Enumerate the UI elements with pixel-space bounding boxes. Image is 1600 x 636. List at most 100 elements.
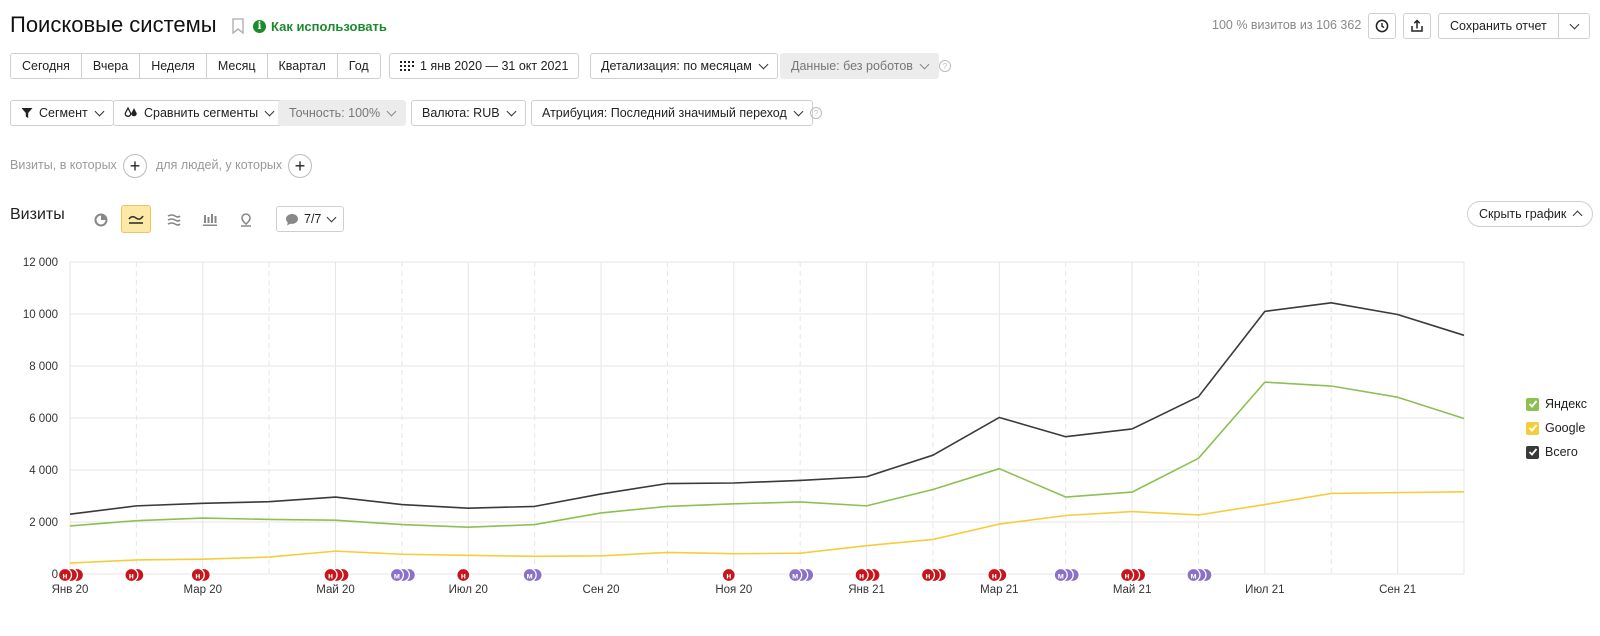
- chevron-down-icon: [264, 106, 275, 116]
- legend-label: Всего: [1545, 445, 1578, 459]
- how-to-use-label: Как использовать: [271, 19, 387, 34]
- annotation-marker-label: м: [1058, 571, 1064, 581]
- compare-segments-button[interactable]: Сравнить сегменты: [113, 100, 285, 126]
- annotation-marker: [323, 567, 338, 583]
- annotation-marker-label: н: [859, 571, 864, 581]
- save-report-group: Сохранить отчет: [1438, 13, 1590, 39]
- chevron-down-icon: [1569, 19, 1580, 29]
- date-range-button[interactable]: 1 янв 2020 — 31 окт 2021: [389, 53, 580, 79]
- calendar-icon: [400, 61, 414, 71]
- add-people-condition-button[interactable]: +: [288, 154, 312, 178]
- legend-label: Google: [1545, 421, 1586, 435]
- legend-item[interactable]: Всего: [1526, 445, 1578, 459]
- annotation-marker-label: н: [992, 571, 997, 581]
- annotation-marker: [788, 567, 803, 583]
- visits-condition-label: Визиты, в которых: [10, 158, 117, 172]
- annotation-marker: [854, 567, 869, 583]
- save-report-button[interactable]: Сохранить отчет: [1439, 14, 1559, 38]
- annotation-marker-label: н: [461, 571, 466, 581]
- annotations-dropdown[interactable]: 7/7: [276, 206, 345, 232]
- annotation-marker-label: н: [726, 571, 731, 581]
- segment-button[interactable]: Сегмент: [10, 100, 114, 126]
- checkbox-icon[interactable]: [1526, 445, 1539, 459]
- accuracy-dropdown[interactable]: Точность: 100%: [278, 100, 407, 126]
- x-tick-label: Янв 20: [52, 584, 89, 596]
- data-filter-dropdown[interactable]: Данные: без роботов: [780, 53, 939, 79]
- bookmark-icon[interactable]: [232, 18, 244, 34]
- annotation-marker: [124, 567, 139, 583]
- annotation-marker: [721, 567, 736, 583]
- section-title: Визиты: [10, 206, 65, 223]
- map-view-button[interactable]: [231, 206, 261, 234]
- chevron-down-icon: [758, 59, 769, 69]
- people-condition-label: для людей, у которых: [156, 158, 283, 172]
- period-option[interactable]: Квартал: [268, 54, 338, 78]
- y-tick-label: 2 000: [29, 517, 58, 529]
- attribution-dropdown[interactable]: Атрибуция: Последний значимый переход: [531, 100, 813, 126]
- add-visit-condition-button[interactable]: +: [123, 154, 147, 178]
- x-tick-label: Май 20: [316, 584, 355, 596]
- export-button[interactable]: [1403, 13, 1431, 39]
- period-option[interactable]: Месяц: [207, 54, 268, 78]
- visits-line-chart: 12 000 10 000 8 000 6 000 4 000 2 000 0 Янв 20 М…: [23, 257, 1465, 596]
- page-title: Поисковые системы: [10, 12, 217, 37]
- map-pin-icon: [241, 213, 251, 227]
- checkbox-icon[interactable]: [1526, 421, 1539, 435]
- annotation-marker: [456, 567, 471, 583]
- period-option[interactable]: Год: [348, 59, 369, 73]
- plus-icon: +: [294, 156, 306, 176]
- x-tick-label: Май 21: [1113, 584, 1152, 596]
- bar-chart-icon: [203, 214, 217, 226]
- y-tick-label: 0: [52, 569, 58, 581]
- share-icon: [1411, 19, 1423, 32]
- data-filter-label: Данные: без роботов: [791, 59, 913, 73]
- annotation-marker: [1186, 567, 1201, 583]
- visits-share-text: 100 % визитов из 106 362: [1212, 18, 1362, 32]
- annotation-marker-label: н: [1125, 571, 1130, 581]
- segment-label: Сегмент: [39, 106, 88, 120]
- chevron-down-icon: [506, 106, 517, 116]
- annotation-marker-label: м: [394, 571, 400, 581]
- annotations-count: 7/7: [304, 212, 322, 226]
- period-selector: Сегодня Вчера Неделя Месяц Квартал Год: [10, 53, 381, 79]
- line-chart-view-button[interactable]: [121, 205, 151, 233]
- annotation-marker: [1119, 567, 1135, 583]
- pie-chart-view-button[interactable]: [86, 206, 116, 234]
- attribution-label: Атрибуция: Последний значимый переход: [542, 106, 787, 120]
- legend-label: Яндекс: [1545, 397, 1588, 411]
- annotation-marker: [987, 567, 1002, 583]
- compare-drops-icon: [124, 107, 137, 117]
- help-icon[interactable]: ?: [810, 107, 822, 119]
- history-button[interactable]: [1368, 13, 1396, 39]
- checkbox-icon[interactable]: [1526, 397, 1539, 411]
- x-tick-label: Мар 21: [980, 584, 1019, 596]
- how-to-use-link[interactable]: i Как использовать: [253, 19, 387, 34]
- y-tick-label: 6 000: [29, 413, 58, 425]
- legend-item[interactable]: Яндекс: [1526, 397, 1587, 411]
- area-chart-view-button[interactable]: [159, 206, 189, 234]
- currency-label: Валюта: RUB: [422, 106, 500, 120]
- save-report-menu-button[interactable]: [1559, 14, 1589, 38]
- annotation-marker-label: м: [527, 571, 533, 581]
- legend-item[interactable]: Google: [1526, 421, 1585, 435]
- detail-dropdown[interactable]: Детализация: по месяцам: [590, 53, 778, 79]
- stacked-area-icon: [167, 214, 181, 226]
- x-tick-label: Сен 21: [1379, 584, 1416, 596]
- y-tick-label: 10 000: [23, 309, 58, 321]
- hide-graph-button[interactable]: Скрыть график: [1467, 201, 1594, 227]
- help-icon[interactable]: ?: [939, 60, 951, 72]
- currency-dropdown[interactable]: Валюта: RUB: [411, 100, 526, 126]
- period-option[interactable]: Вчера: [82, 54, 141, 78]
- x-tick-label: Мар 20: [184, 584, 223, 596]
- period-option[interactable]: Неделя: [140, 54, 207, 78]
- y-tick-label: 12 000: [23, 257, 58, 269]
- chevron-down-icon: [793, 106, 804, 116]
- chevron-down-icon: [919, 59, 930, 69]
- period-option[interactable]: Сегодня: [11, 54, 82, 78]
- annotation-marker: [1053, 567, 1068, 583]
- x-tick-label: Янв 21: [848, 584, 885, 596]
- detail-label: Детализация: по месяцам: [601, 59, 752, 73]
- date-range-label: 1 янв 2020 — 31 окт 2021: [420, 59, 569, 73]
- bar-chart-view-button[interactable]: [195, 206, 225, 234]
- annotation-marker-label: н: [195, 571, 200, 581]
